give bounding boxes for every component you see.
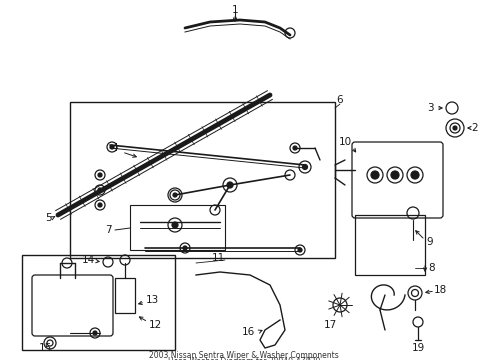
Text: 15: 15 [38, 343, 52, 353]
Circle shape [390, 171, 398, 179]
Circle shape [98, 188, 102, 192]
Text: 13: 13 [145, 295, 158, 305]
Text: 18: 18 [432, 285, 446, 295]
Text: 19: 19 [410, 343, 424, 353]
Text: Hose-Washer Diagram for 28940-4Z020: Hose-Washer Diagram for 28940-4Z020 [167, 357, 320, 360]
Circle shape [110, 145, 114, 149]
Bar [115, 278, 135, 313]
Circle shape [370, 171, 378, 179]
Circle shape [98, 203, 102, 207]
Circle shape [302, 165, 307, 170]
Circle shape [172, 222, 178, 228]
Bar [354, 215, 424, 275]
Bar [22, 255, 175, 350]
Bar [130, 205, 224, 250]
Text: 14: 14 [81, 255, 95, 265]
Text: 17: 17 [323, 320, 336, 330]
Text: 12: 12 [148, 320, 162, 330]
Text: 2: 2 [471, 123, 477, 133]
Text: 2003 Nissan Sentra Wiper & Washer Components: 2003 Nissan Sentra Wiper & Washer Compon… [149, 351, 338, 360]
Text: 1: 1 [231, 5, 238, 15]
Circle shape [173, 193, 177, 197]
Text: 10: 10 [338, 137, 351, 147]
Text: 6: 6 [336, 95, 343, 105]
Circle shape [297, 248, 302, 252]
Text: 3: 3 [426, 103, 432, 113]
Bar [70, 102, 334, 258]
Text: 7: 7 [104, 225, 111, 235]
Circle shape [452, 126, 456, 130]
Circle shape [183, 246, 186, 250]
Circle shape [292, 146, 296, 150]
Text: 8: 8 [428, 263, 434, 273]
Text: 16: 16 [241, 327, 254, 337]
Circle shape [98, 173, 102, 177]
Text: 9: 9 [426, 237, 432, 247]
Text: 11: 11 [211, 253, 224, 263]
Text: 5: 5 [44, 213, 51, 223]
Circle shape [226, 182, 232, 188]
Circle shape [410, 171, 418, 179]
Circle shape [93, 331, 97, 335]
Text: 4: 4 [111, 143, 118, 153]
